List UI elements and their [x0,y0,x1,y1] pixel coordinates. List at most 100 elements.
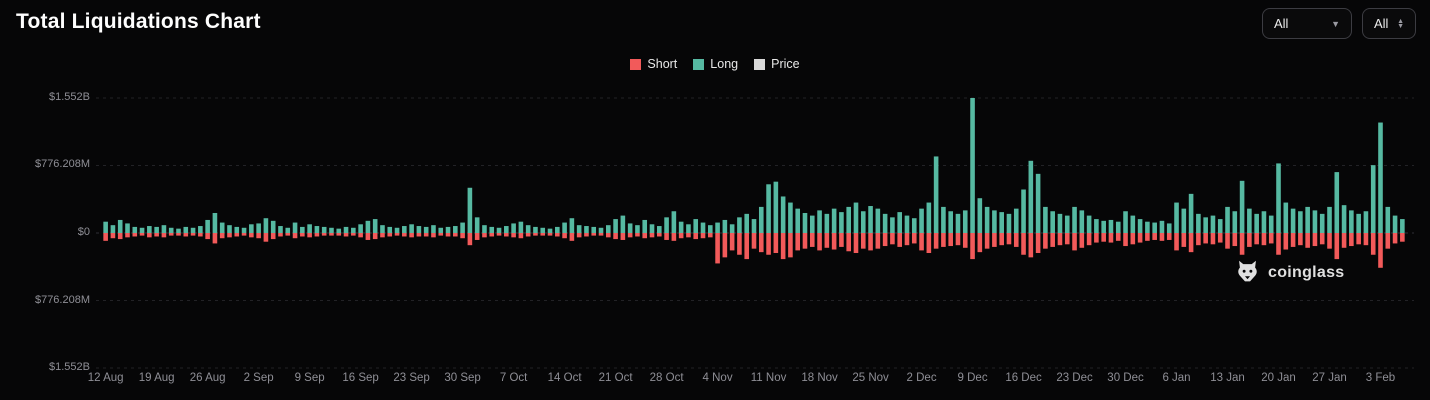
short-bar [540,233,546,236]
legend-label-price: Price [771,57,800,71]
long-bar [1334,172,1340,233]
legend-item-long[interactable]: Long [693,57,738,71]
long-bar [504,226,509,233]
short-bar [365,233,371,240]
short-bar [467,233,473,246]
long-bar [1021,189,1026,233]
long-bar [1225,206,1230,233]
short-bar [1356,233,1361,245]
y-axis-label: $776.208M [34,158,90,171]
long-bar [1268,215,1274,233]
short-bar [780,233,786,260]
y-axis-label: $1.552B [49,361,90,373]
long-bar [882,213,888,233]
long-bar [620,215,626,233]
long-bar [402,226,407,233]
short-bar [1319,233,1325,245]
short-bar [1064,233,1070,245]
long-bar [212,212,218,233]
long-bar [955,213,961,233]
short-bar [707,233,713,238]
short-bar [729,233,735,251]
long-bar [933,156,939,233]
long-bar [941,206,946,233]
short-bar [1166,233,1172,240]
long-bar [999,212,1004,233]
long-bar [168,227,174,233]
long-bar [482,225,487,233]
short-bar [1370,233,1376,255]
short-bar [1298,233,1303,246]
long-bar [1276,163,1281,233]
long-bar [285,227,291,233]
long-bar [489,226,495,233]
long-bar [453,226,458,233]
long-bar [110,225,116,233]
short-bar [700,233,706,239]
long-bar [132,226,138,233]
long-bar [147,226,152,233]
short-bar [489,233,495,237]
short-bar [1181,233,1187,247]
legend-label-short: Short [647,57,678,71]
short-bar [300,233,305,237]
short-bar [1101,233,1106,242]
long-bar [729,224,735,233]
short-bar [715,233,720,264]
long-bar [474,217,480,233]
long-bar [1043,206,1048,233]
legend-item-price[interactable]: Price [754,57,800,71]
short-bar [817,233,822,251]
short-bar [1247,233,1252,247]
short-bar [627,233,633,238]
short-bar [737,233,742,255]
long-bar [613,219,618,233]
long-bar [321,226,327,233]
short-bar [482,233,487,238]
short-bar [103,233,108,241]
long-bar [351,227,356,233]
long-bar [788,202,793,233]
short-bar [292,233,298,239]
short-bar [846,233,851,252]
long-bar [125,223,130,233]
short-bar [686,233,691,238]
short-bar [1283,233,1289,250]
short-bar [343,233,349,237]
long-bar [1327,206,1332,233]
long-bar [1094,219,1099,233]
short-bar [999,233,1004,246]
long-bar [365,220,371,233]
coin-filter-dropdown[interactable]: All ▼ [1262,8,1352,39]
short-bar [649,233,655,238]
short-bar [1392,233,1398,244]
short-bar [941,233,946,247]
short-bar [117,233,123,240]
range-filter-dropdown[interactable]: All ▲ ▼ [1362,8,1416,39]
long-bar [758,206,764,233]
long-bar [533,226,538,233]
long-bar [839,212,844,233]
short-bar [555,233,560,237]
long-bar [817,210,822,233]
short-bar [1115,233,1121,241]
y-axis: $1.552B $776.208M $0 $776.208M $1.552B [0,0,92,400]
short-bar [314,233,320,237]
short-bar [671,233,677,241]
long-bar [198,226,203,233]
short-bar [1013,233,1019,247]
short-bar [693,233,699,240]
legend-item-short[interactable]: Short [630,57,677,71]
long-bar [1196,213,1201,233]
long-bar [139,227,145,233]
long-bar [1028,160,1034,233]
short-bar [1363,233,1369,246]
y-axis-label: $0 [77,226,90,238]
short-bar [1312,233,1318,247]
range-filter-value: All [1374,16,1389,31]
short-bar [147,233,152,238]
page-header: Total Liquidations Chart All ▼ All ▲ ▼ [0,0,1430,44]
short-bar [1057,233,1063,246]
